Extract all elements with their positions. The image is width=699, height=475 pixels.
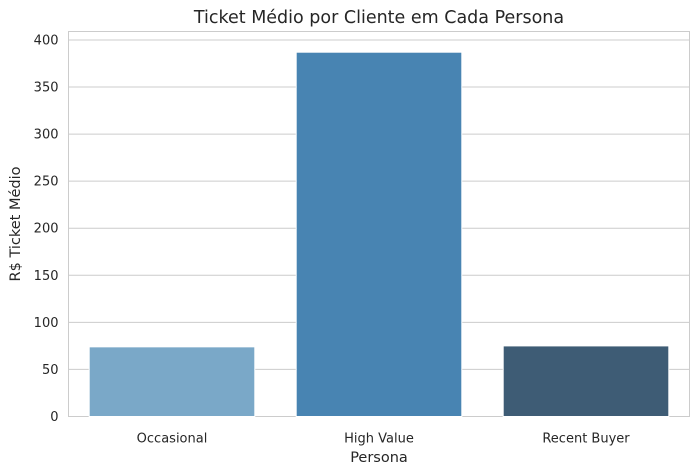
x-tick-label: Recent Buyer xyxy=(542,432,630,447)
chart-title: Ticket Médio por Cliente em Cada Persona xyxy=(193,8,564,28)
bar-occasional xyxy=(88,346,256,417)
y-tick-label: 0 xyxy=(50,410,58,425)
y-tick-label: 50 xyxy=(42,363,59,378)
x-axis-label: Persona xyxy=(350,450,408,466)
y-tick-label: 350 xyxy=(34,81,59,96)
bar-recent-buyer xyxy=(502,345,670,417)
y-tick-label: 200 xyxy=(34,222,59,237)
y-tick-label: 250 xyxy=(34,175,59,190)
y-tick-label: 100 xyxy=(34,316,59,331)
y-tick-label: 150 xyxy=(34,269,59,284)
y-axis-label: R$ Ticket Médio xyxy=(8,166,24,281)
x-tick-label: Occasional xyxy=(137,432,208,447)
y-tick-labels: 0 50 100 150 200 250 300 350 400 xyxy=(34,33,59,425)
y-tick-label: 400 xyxy=(34,33,59,48)
y-tick-label: 300 xyxy=(34,128,59,143)
x-tick-label: High Value xyxy=(344,432,414,447)
bar-high-value xyxy=(295,51,463,417)
bars xyxy=(88,51,670,417)
x-tick-labels: Occasional High Value Recent Buyer xyxy=(137,432,631,447)
